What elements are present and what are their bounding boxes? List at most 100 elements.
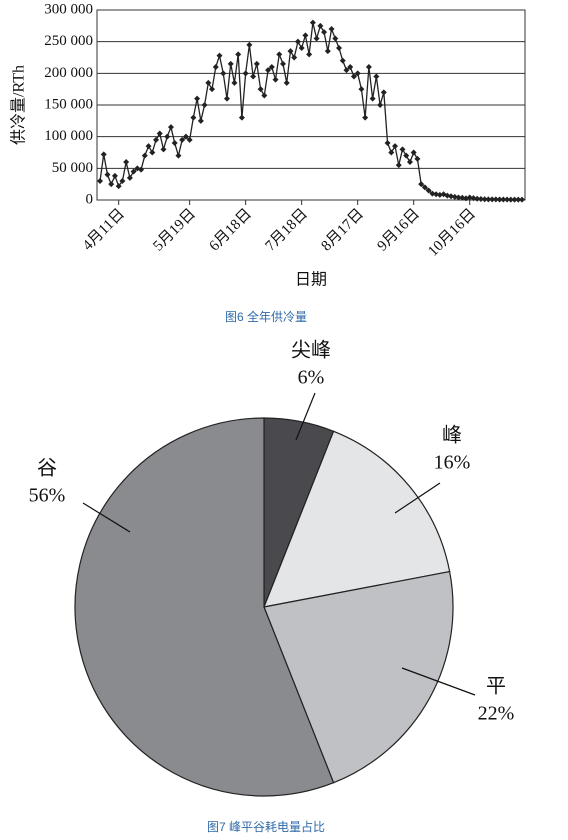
data-point [481,196,488,203]
data-point [223,95,230,102]
data-point [194,95,201,102]
data-point [436,191,443,198]
data-point [190,114,197,121]
data-point [141,152,148,159]
data-point [149,149,156,156]
y-tick-label: 100 000 [44,128,93,144]
data-point [104,171,111,178]
data-point [339,57,346,64]
data-point [485,196,492,203]
data-point [119,178,126,184]
data-point [242,70,249,77]
data-point [392,143,399,150]
data-point [182,133,189,140]
x-tick-label: 5月19日 [150,206,198,254]
data-point [100,151,107,158]
data-point [500,196,507,203]
data-point [309,19,316,26]
data-point [197,117,204,124]
data-point [444,192,451,199]
data-point [153,136,160,143]
data-point [343,67,350,74]
data-point [209,86,216,93]
plot-frame [96,9,526,201]
caption: 图6 全年供冷量 [225,309,307,324]
data-point [421,184,428,191]
data-point [403,152,410,159]
x-tick-label: 6月18日 [206,206,254,254]
data-point [313,35,320,42]
y-tick-label: 250 000 [44,33,93,49]
data-point [324,48,331,55]
x-tick-label: 8月17日 [318,206,366,254]
data-point [425,187,432,194]
data-point [455,194,462,201]
data-point [156,130,163,137]
data-point [306,51,313,58]
pie-slice [74,417,335,797]
data-point [272,76,279,83]
data-point [466,194,473,201]
data-point [201,102,208,108]
data-point [354,70,361,77]
data-point [496,196,503,203]
slice-label: 平 [486,676,506,698]
data-point [246,41,253,48]
slice-value-label: 6% [298,367,325,389]
data-point [130,168,137,175]
data-point [115,183,122,190]
data-point [253,60,260,67]
data-point [448,193,455,200]
data-point [235,51,242,58]
data-point [291,54,298,61]
y-tick-label: 200 000 [44,65,93,81]
data-point [287,48,294,55]
pie-slice [263,570,454,784]
data-point [388,149,395,156]
data-point [261,92,268,99]
y-tick-label: 150 000 [44,96,93,112]
data-point [171,140,178,146]
data-point [238,114,245,121]
data-point [384,140,391,146]
data-point [205,79,212,86]
data-point [399,146,406,153]
data-point [474,195,481,202]
y-tick-label: 300 000 [44,1,93,17]
pie-slice [263,430,451,608]
leader-line [295,392,316,441]
data-point [276,51,283,58]
data-point [362,114,369,121]
data-point [268,64,275,70]
data-point [227,60,234,67]
y-tick-label: 0 [86,191,94,207]
data-point [302,32,309,39]
x-tick-label: 9月16日 [375,206,423,254]
data-point [123,159,130,165]
data-point [515,196,522,203]
data-point [504,196,511,203]
data-point [283,79,290,86]
data-line [99,22,522,201]
slice-label: 谷 [37,457,57,480]
data-point [332,35,339,42]
data-point [257,86,264,93]
data-point [395,162,402,169]
y-tick-label: 50 000 [52,160,93,176]
data-point [433,191,440,198]
data-point [279,60,286,67]
data-point [489,196,496,203]
data-point [231,79,238,86]
data-point [350,73,357,80]
data-point [377,102,384,108]
data-point [138,166,145,173]
data-point [160,146,167,153]
data-point [414,155,421,162]
data-point [328,26,335,32]
data-point [321,29,328,36]
data-point [451,193,458,200]
data-point [358,86,365,93]
data-point [220,70,227,77]
data-point [175,152,182,159]
